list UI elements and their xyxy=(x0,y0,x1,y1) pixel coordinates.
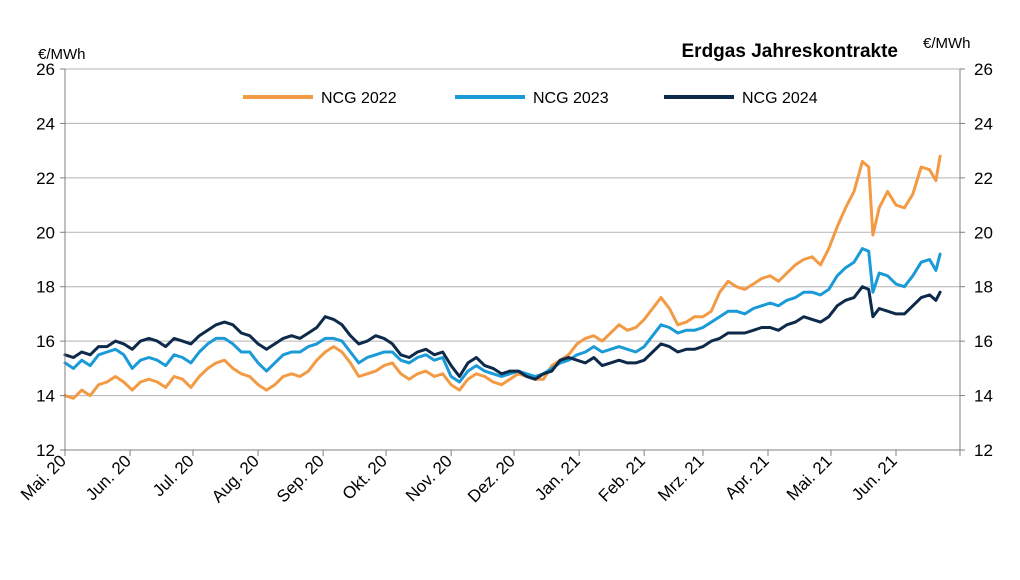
legend-label: NCG 2024 xyxy=(742,90,818,107)
axes xyxy=(64,69,961,451)
y-tick-label-right: 20 xyxy=(974,223,993,242)
x-tick-label: Aug. 20 xyxy=(208,451,263,506)
y-tick-label-left: 22 xyxy=(36,169,55,188)
gridlines xyxy=(65,68,960,397)
y-tick-labels-right: 12 14 16 18 20 22 24 26 xyxy=(960,60,993,460)
x-tick-label: Feb. 21 xyxy=(595,451,649,505)
y-tick-label-right: 24 xyxy=(974,114,993,133)
chart-title: Erdgas Jahreskontrakte xyxy=(682,41,899,62)
x-tick-label: Mai. 21 xyxy=(783,451,836,504)
x-tick-label: Jan. 21 xyxy=(531,451,584,504)
series-line-1 xyxy=(63,154,942,400)
x-tick-label: Jun. 20 xyxy=(82,451,135,504)
y-tick-label-right: 18 xyxy=(974,278,993,297)
x-tick-label: Jun. 21 xyxy=(848,451,901,504)
y-tick-label-right: 26 xyxy=(974,60,993,79)
y-tick-labels-left: 12 14 16 18 20 22 24 26 xyxy=(36,60,65,460)
y-axis-unit-left: €/MWh xyxy=(38,46,86,63)
y-tick-label-left: 16 xyxy=(36,332,55,351)
y-tick-label-left: 26 xyxy=(36,60,55,79)
x-tick-label: Okt. 20 xyxy=(339,451,391,503)
y-tick-label-right: 12 xyxy=(974,441,993,460)
series-line-3 xyxy=(63,285,942,381)
y-tick-label-left: 24 xyxy=(36,114,55,133)
x-tick-labels: Mai. 20 Jun. 20 Jul. 20 Aug. 20 Sep. 20 Okt. … xyxy=(17,450,961,506)
legend: NCG 2022 NCG 2023 NCG 2024 xyxy=(243,90,818,107)
y-tick-label-right: 16 xyxy=(974,332,993,351)
x-tick-label: Jul. 20 xyxy=(149,451,198,500)
series-line-2 xyxy=(63,247,942,384)
x-tick-label: Mrz. 21 xyxy=(654,451,708,505)
series-lines xyxy=(63,154,942,400)
legend-label: NCG 2023 xyxy=(533,90,609,107)
y-tick-label-left: 20 xyxy=(36,223,55,242)
x-tick-label: Sep. 20 xyxy=(273,451,328,506)
y-tick-label-right: 22 xyxy=(974,169,993,188)
y-tick-label-right: 14 xyxy=(974,387,993,406)
y-tick-label-left: 14 xyxy=(36,387,55,406)
y-axis-unit-right: €/MWh xyxy=(923,35,971,52)
y-tick-label-left: 12 xyxy=(36,441,55,460)
x-tick-label: Nov. 20 xyxy=(402,451,456,505)
x-tick-label: Apr. 21 xyxy=(721,451,773,503)
x-tick-label: Dez. 20 xyxy=(464,451,519,506)
y-tick-label-left: 18 xyxy=(36,278,55,297)
legend-label: NCG 2022 xyxy=(321,90,397,107)
